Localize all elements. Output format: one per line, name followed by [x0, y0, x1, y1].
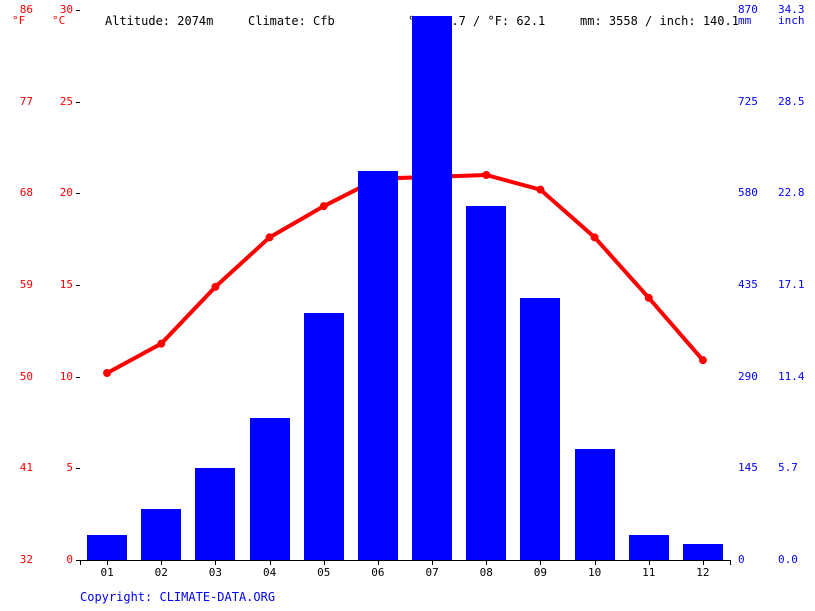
y-tick-mm: 435: [738, 278, 758, 291]
x-tick-month: 07: [412, 566, 452, 579]
y-tick-mm: 0: [738, 553, 745, 566]
y-tick-inch: 11.4: [778, 370, 805, 383]
y-tick-c: 5: [48, 461, 73, 474]
y-tick-c: 25: [48, 95, 73, 108]
y-tick-inch: 34.3: [778, 3, 805, 16]
y-tick-c: 30: [48, 3, 73, 16]
y-tick-f: 59: [8, 278, 33, 291]
x-tick-month: 06: [358, 566, 398, 579]
precip-bar: [304, 313, 344, 560]
precip-bar: [412, 16, 452, 560]
y-tick-inch: 17.1: [778, 278, 805, 291]
y-tick-f: 50: [8, 370, 33, 383]
y-tick-c: 10: [48, 370, 73, 383]
plot-area: [80, 10, 730, 561]
y-tick-f: 77: [8, 95, 33, 108]
y-tick-mm: 725: [738, 95, 758, 108]
x-tick-month: 11: [629, 566, 669, 579]
precip-bar: [87, 535, 127, 560]
x-tick-month: 02: [141, 566, 181, 579]
y-tick-f: 41: [8, 461, 33, 474]
copyright-label: Copyright: CLIMATE-DATA.ORG: [80, 590, 275, 604]
x-tick-month: 10: [575, 566, 615, 579]
y-tick-inch: 5.7: [778, 461, 798, 474]
precip-bar: [466, 206, 506, 560]
x-tick-month: 03: [195, 566, 235, 579]
temperature-line: [80, 10, 730, 560]
y-tick-mm: 145: [738, 461, 758, 474]
x-tick-month: 01: [87, 566, 127, 579]
climate-chart: °F °C mm inch Altitude: 2074m Climate: C…: [0, 0, 815, 611]
precip-bar: [250, 418, 290, 560]
x-tick-month: 04: [250, 566, 290, 579]
y-tick-mm: 580: [738, 186, 758, 199]
y-tick-c: 20: [48, 186, 73, 199]
y-tick-f: 86: [8, 3, 33, 16]
precip-bar: [629, 535, 669, 560]
precip-bar: [195, 468, 235, 560]
y-tick-f: 32: [8, 553, 33, 566]
y-tick-mm: 290: [738, 370, 758, 383]
x-tick-month: 08: [466, 566, 506, 579]
y-tick-inch: 22.8: [778, 186, 805, 199]
x-tick-month: 12: [683, 566, 723, 579]
y-tick-c: 15: [48, 278, 73, 291]
precip-bar: [575, 449, 615, 560]
precip-bar: [141, 509, 181, 560]
x-tick-month: 05: [304, 566, 344, 579]
y-tick-f: 68: [8, 186, 33, 199]
y-tick-mm: 870: [738, 3, 758, 16]
precip-bar: [520, 298, 560, 560]
y-tick-inch: 28.5: [778, 95, 805, 108]
x-tick-month: 09: [520, 566, 560, 579]
precip-bar: [683, 544, 723, 560]
y-tick-inch: 0.0: [778, 553, 798, 566]
y-tick-c: 0: [48, 553, 73, 566]
precip-bar: [358, 171, 398, 560]
